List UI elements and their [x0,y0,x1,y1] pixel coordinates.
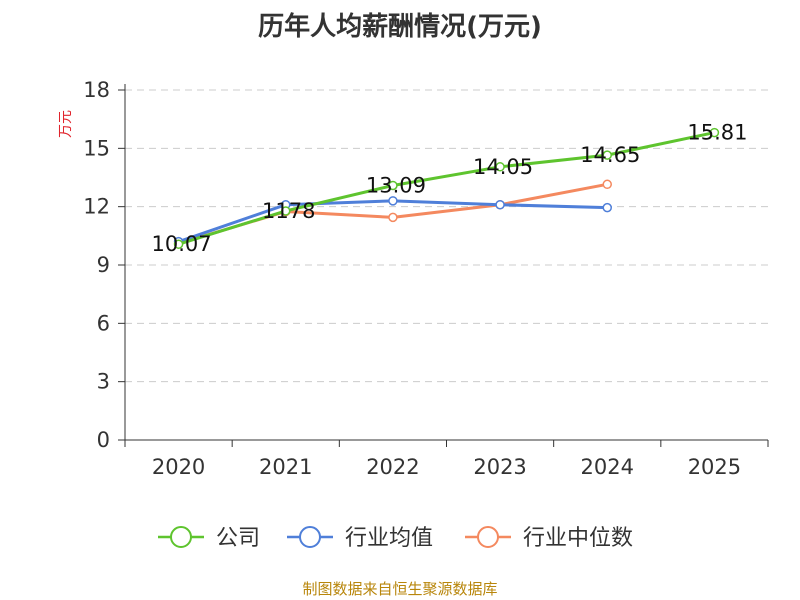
data-label: 14.05 [473,155,533,179]
x-tick-label: 2022 [366,455,419,479]
data-point [388,212,398,223]
legend-marker [299,526,321,548]
series-0 [173,127,720,249]
data-point [495,199,505,210]
legend-label: 行业均值 [345,526,433,551]
legend-marker [170,526,192,548]
x-tick-label: 2025 [688,455,741,479]
legend-item-0: 公司 [158,526,260,551]
data-point [281,206,291,216]
data-labels: 10.07 1178 13.09 14.05 14.65 15.81 [152,121,748,257]
legend-marker [477,526,499,548]
data-label: 13.09 [366,173,426,197]
series-layer [173,127,720,249]
data-point [602,179,612,190]
data-point [495,162,505,172]
series-line-0 [178,131,715,246]
y-tick-label: 15 [83,136,110,160]
x-tick-label: 2021 [259,455,312,479]
y-tick-label: 0 [97,428,110,452]
x-tick-label: 2023 [473,455,526,479]
source-note: 制图数据来自恒生聚源数据库 [302,580,497,598]
data-point [709,127,720,138]
y-tick-label: 9 [97,253,110,277]
data-point [602,150,612,160]
data-point [388,180,398,191]
legend-label: 行业中位数 [523,526,633,551]
x-tick-label: 2024 [581,455,634,479]
data-point [388,196,398,206]
data-label: 10.07 [152,232,212,256]
y-tick-label: 3 [97,370,110,394]
chart-title: 历年人均薪酬情况(万元) [258,11,542,42]
legend: 公司 行业均值 行业中位数 [158,526,633,551]
axes: 0 3 6 9 12 15 18 2020 2021 2022 2023 2024 2025 [83,78,769,479]
data-label: 15.81 [687,121,747,145]
y-axis-label: 万元 [58,110,74,138]
legend-label: 公司 [216,526,260,551]
x-tick-label: 2020 [152,455,205,479]
legend-item-1: 行业均值 [287,526,433,551]
data-label: 1178 [262,199,315,223]
data-point [173,239,184,249]
y-tick-label: 6 [97,311,110,335]
legend-item-2: 行业中位数 [465,526,633,551]
data-label: 14.65 [580,143,640,167]
data-point [602,202,612,213]
y-tick-label: 12 [83,195,110,219]
y-tick-label: 18 [83,78,110,102]
gridlines [125,89,768,383]
